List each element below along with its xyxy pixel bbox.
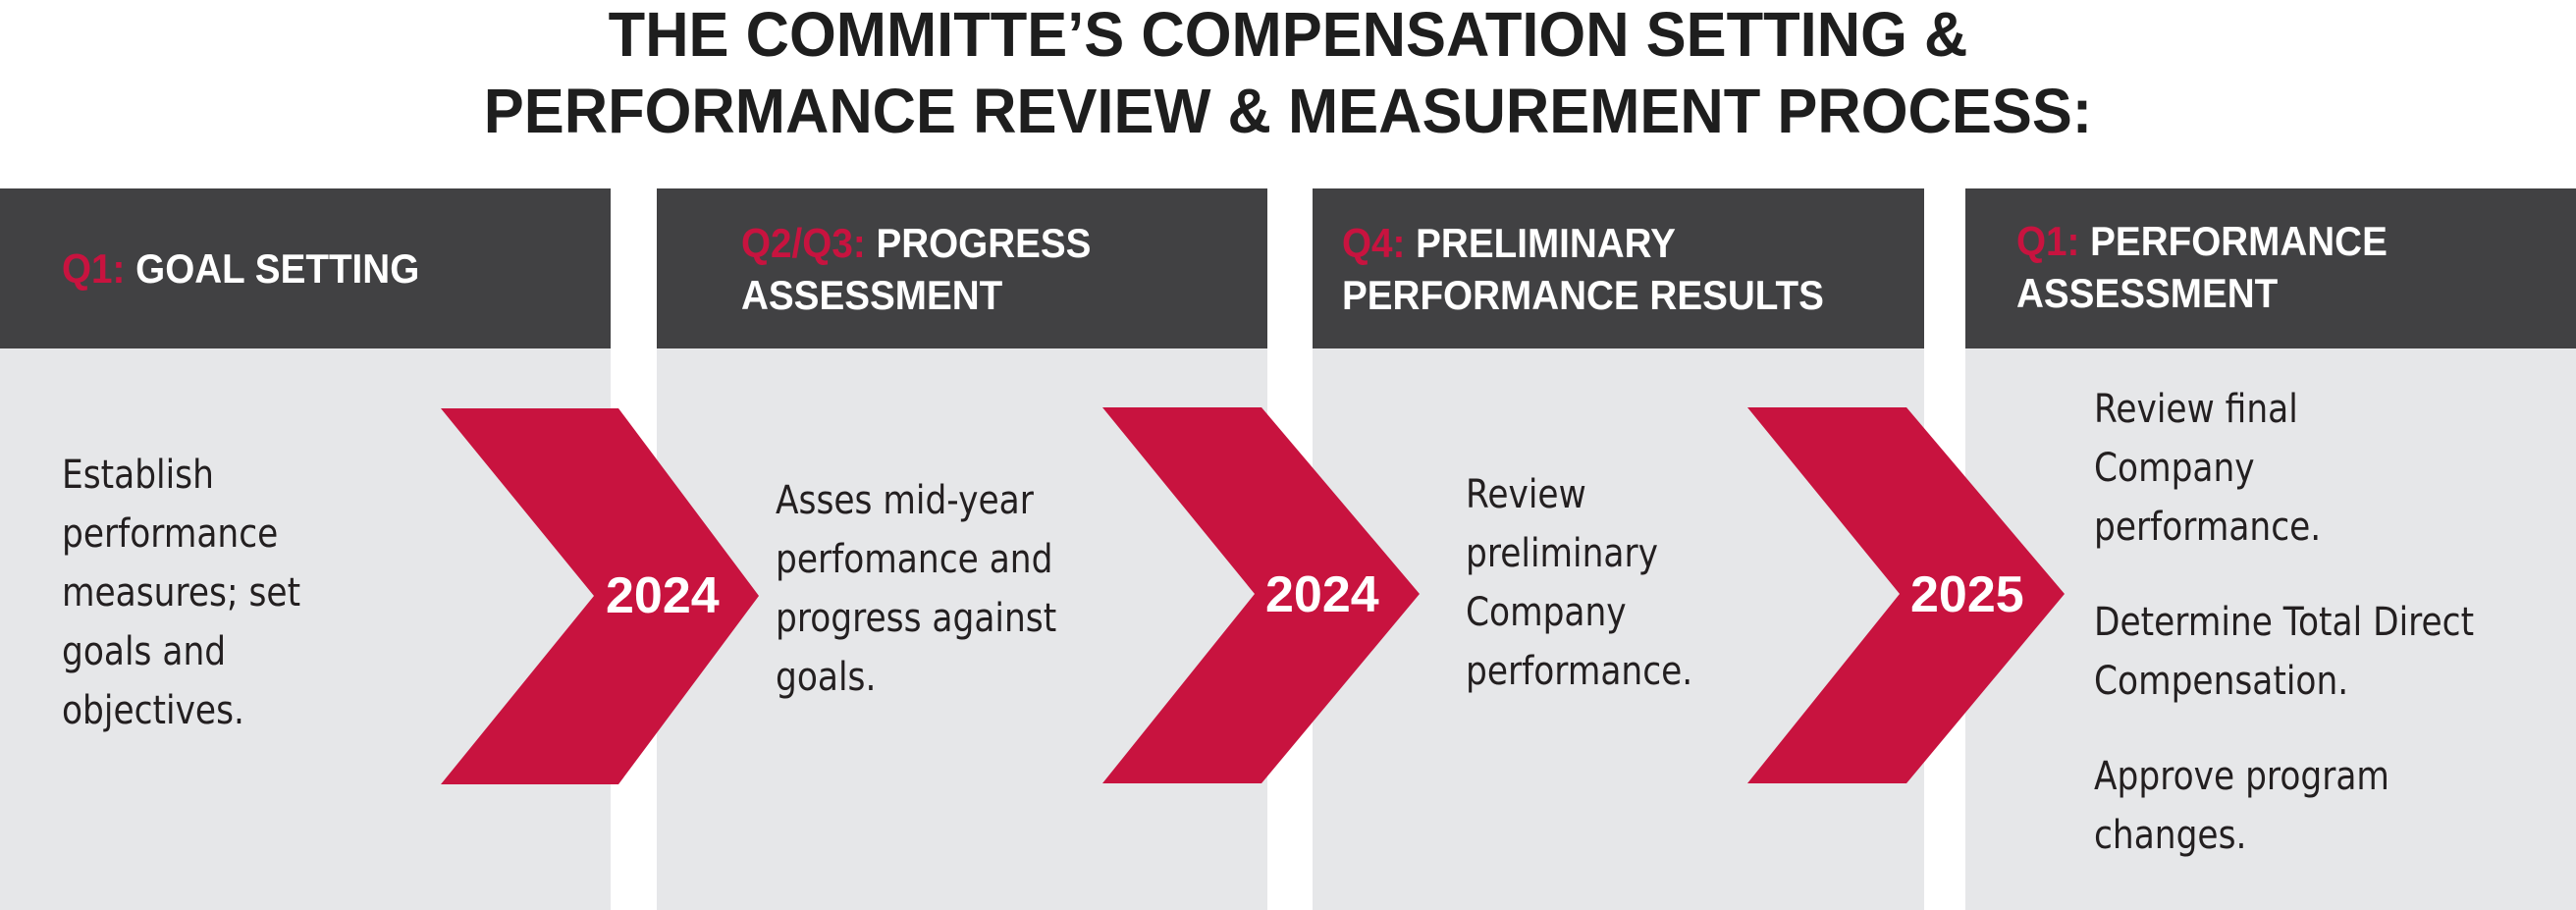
description-line: progress against (776, 596, 1057, 641)
quarter-label: Q1: (62, 245, 126, 292)
description-line: performance. (1466, 649, 1693, 694)
description-line: goals and (62, 629, 227, 674)
step-title-line-1: PRELIMINARY (1416, 219, 1676, 266)
description-line: changes. (2094, 813, 2247, 858)
title-line-1: THE COMMITTE’S COMPENSATION SETTING & (608, 0, 1968, 70)
step-title-line-2: PERFORMANCE RESULTS (1342, 271, 1824, 318)
page-title: THE COMMITTE’S COMPENSATION SETTING & PE… (51, 0, 2524, 149)
description-group: Approve program changes. (2094, 747, 2474, 865)
description-line: objectives. (62, 688, 244, 733)
step-description: Establish performance measures; set goal… (62, 446, 300, 740)
description-line: Company (1466, 590, 1627, 635)
description-line: goals. (776, 655, 877, 700)
description-group: Determine Total Direct Compensation. (2094, 593, 2474, 711)
step-title-line-2: ASSESSMENT (741, 271, 1003, 318)
title-line-2: PERFORMANCE REVIEW & MEASUREMENT PROCESS… (483, 76, 2093, 146)
description-line: Company (2094, 446, 2255, 491)
chevron-year-label: 2024 (606, 567, 720, 624)
step-panel-preliminary-results: Q4: PRELIMINARY PERFORMANCE RESULTS Revi… (1313, 188, 1924, 910)
chevron-year-label: 2025 (1910, 566, 2024, 623)
chevron-arrow-icon (441, 408, 759, 784)
step-title-line-1: GOAL SETTING (135, 245, 420, 292)
description-line: Approve program (2094, 754, 2389, 799)
step-title-line-1: PERFORMANCE (2090, 218, 2388, 264)
step-panel-goal-setting: Q1: GOAL SETTING Establish performance m… (0, 188, 611, 910)
step-title-line-2: ASSESSMENT (2016, 270, 2279, 316)
step-header-title: Q1: PERFORMANCE ASSESSMENT (2016, 215, 2388, 319)
step-description: Asses mid-year perfomance and progress a… (776, 471, 1056, 707)
description-line: Review (1466, 472, 1586, 517)
chevron-year-label: 2024 (1265, 566, 1379, 623)
step-header: Q1: PERFORMANCE ASSESSMENT (1965, 188, 2576, 348)
step-header-title: Q2/Q3: PROGRESS ASSESSMENT (741, 217, 1091, 321)
description-line: Asses mid-year (776, 478, 1034, 523)
description-line: Determine Total Direct (2094, 600, 2475, 645)
quarter-label: Q4: (1342, 219, 1406, 266)
description-line: measures; set (62, 570, 301, 616)
chevron-arrow-icon (1102, 407, 1420, 783)
description-line: preliminary (1466, 531, 1658, 576)
step-header: Q4: PRELIMINARY PERFORMANCE RESULTS (1313, 188, 1924, 348)
chevron-arrow-icon (1747, 407, 2065, 783)
description-line: perfomance and (776, 537, 1053, 582)
step-header: Q1: GOAL SETTING (0, 188, 611, 348)
description-line: performance (62, 511, 279, 557)
description-line: Establish (62, 453, 214, 498)
quarter-label: Q2/Q3: (741, 219, 866, 266)
step-panel-progress-assessment: Q2/Q3: PROGRESS ASSESSMENT Asses mid-yea… (657, 188, 1267, 910)
description-group: Review final Company performance. (2094, 380, 2474, 557)
description-line: Review final (2094, 387, 2298, 432)
step-header-title: Q4: PRELIMINARY PERFORMANCE RESULTS (1342, 217, 1824, 321)
step-panel-performance-assessment: Q1: PERFORMANCE ASSESSMENT Review final … (1965, 188, 2576, 910)
step-description: Review final Company performance. Determ… (2094, 380, 2474, 865)
description-line: performance. (2094, 505, 2322, 550)
step-header-title: Q1: GOAL SETTING (62, 242, 419, 294)
quarter-label: Q1: (2016, 218, 2080, 264)
description-line: Compensation. (2094, 659, 2349, 704)
step-title-line-1: PROGRESS (876, 219, 1092, 266)
step-header: Q2/Q3: PROGRESS ASSESSMENT (657, 188, 1267, 348)
step-description: Review preliminary Company performance. (1466, 465, 1692, 701)
